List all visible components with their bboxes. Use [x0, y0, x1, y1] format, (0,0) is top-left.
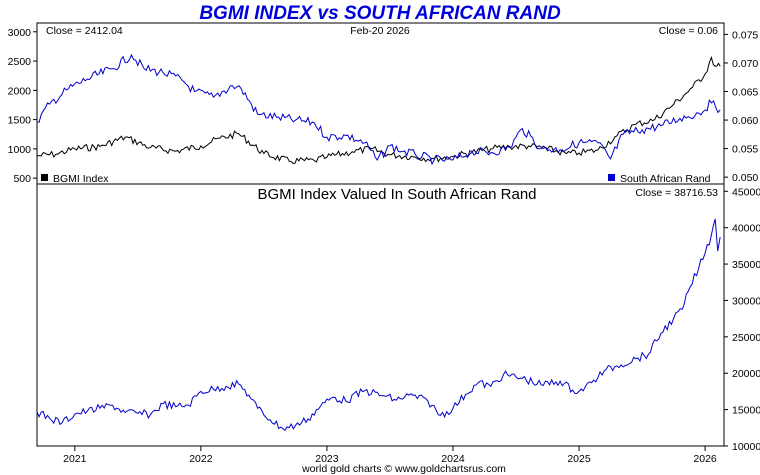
- bottom-panel-title: BGMI Index Valued In South African Rand: [257, 186, 536, 203]
- bottom-right-tick-label: 10000: [732, 441, 760, 453]
- top-left-tick-label: 1500: [8, 115, 32, 127]
- top-left-tick-label: 1000: [8, 144, 32, 156]
- x-tick-label: 2022: [189, 453, 213, 465]
- bottom-right-tick-label: 45000: [732, 186, 760, 198]
- top-right-tick-label: 0.050: [732, 172, 758, 184]
- bottom-right-tick-label: 30000: [732, 295, 760, 307]
- chart-title: BGMI INDEX vs SOUTH AFRICAN RAND: [199, 3, 561, 24]
- top-left-tick-label: 500: [13, 173, 31, 185]
- top-right-tick-label: 0.070: [732, 58, 758, 70]
- x-tick-label: 2024: [441, 453, 465, 465]
- bottom-close-label: Close = 38716.53: [635, 187, 718, 199]
- top-left-close-label: Close = 2412.04: [46, 25, 123, 37]
- top-left-y-axis: 3000 2500 2000 1500 1000 500: [8, 27, 37, 185]
- bottom-right-tick-label: 25000: [732, 332, 760, 344]
- top-left-tick-label: 3000: [8, 27, 32, 39]
- footer-credit: world gold charts © www.goldchartsrus.co…: [301, 463, 506, 475]
- legend-bgmi-label: BGMI Index: [53, 173, 109, 185]
- legend-bgmi-swatch: [41, 174, 48, 181]
- date-label: Feb-20 2026: [350, 25, 410, 37]
- bottom-right-tick-label: 20000: [732, 368, 760, 380]
- bottom-right-tick-label: 35000: [732, 259, 760, 271]
- top-left-tick-label: 2500: [8, 56, 32, 68]
- x-tick-label: 2026: [693, 453, 717, 465]
- x-tick-label: 2021: [63, 453, 87, 465]
- top-right-close-label: Close = 0.06: [659, 25, 718, 37]
- top-right-tick-label: 0.075: [732, 29, 758, 41]
- x-axis: 2021 2022 2023 2024 2025 2026: [63, 446, 717, 465]
- top-right-tick-label: 0.065: [732, 87, 758, 99]
- legend-rand-swatch: [608, 174, 615, 181]
- top-right-tick-label: 0.060: [732, 115, 758, 127]
- x-tick-label: 2023: [315, 453, 339, 465]
- series-line-south-african-rand: [36, 53, 721, 166]
- bottom-right-tick-label: 15000: [732, 405, 760, 417]
- top-right-y-axis: 0.075 0.070 0.065 0.060 0.055 0.050: [724, 29, 758, 184]
- bottom-right-tick-label: 40000: [732, 223, 760, 235]
- x-tick-label: 2025: [567, 453, 591, 465]
- top-right-tick-label: 0.055: [732, 144, 758, 156]
- series-line-bgmi-in-rand: [36, 218, 721, 432]
- bottom-right-y-axis: 45000 40000 35000 30000 25000 20000 15000 10000: [724, 186, 760, 453]
- bottom-panel-frame: [36, 183, 725, 447]
- top-left-tick-label: 2000: [8, 85, 32, 97]
- legend-rand-label: South African Rand: [620, 173, 711, 185]
